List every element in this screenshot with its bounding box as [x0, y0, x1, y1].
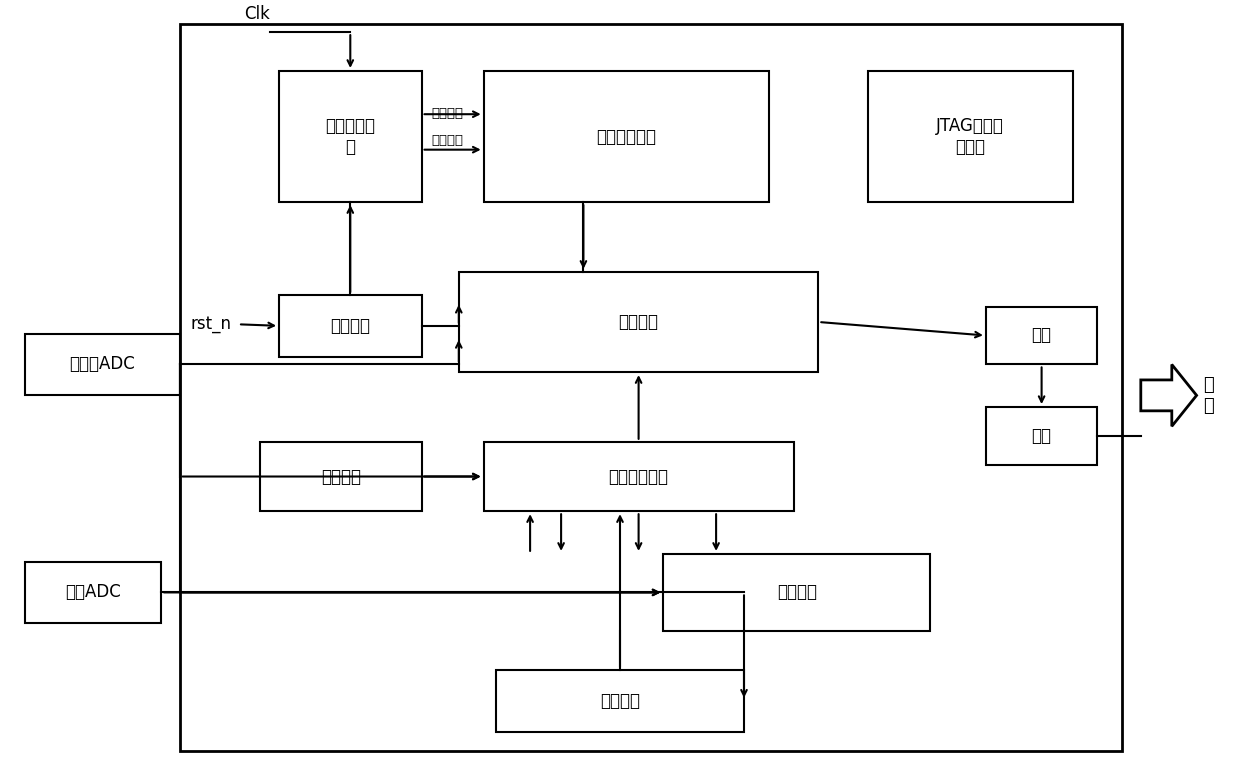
- Text: 系统时钟: 系统时钟: [432, 107, 464, 120]
- Text: 存储: 存储: [1032, 327, 1052, 344]
- Bar: [25, 334, 180, 396]
- Bar: [986, 407, 1097, 465]
- Bar: [459, 272, 818, 372]
- Text: 误差信号: 误差信号: [776, 584, 817, 601]
- Bar: [986, 307, 1097, 365]
- Text: JTAG程序下
载接口: JTAG程序下 载接口: [936, 117, 1004, 156]
- Bar: [663, 553, 930, 631]
- Text: 复位模块: 复位模块: [330, 317, 371, 335]
- Text: 使能信号: 使能信号: [321, 467, 361, 485]
- Bar: [484, 71, 769, 202]
- Bar: [279, 71, 422, 202]
- Text: 滤波模块: 滤波模块: [619, 313, 658, 331]
- Bar: [484, 442, 794, 512]
- Text: rst_n: rst_n: [191, 315, 232, 334]
- Bar: [25, 561, 161, 623]
- Text: 参考ADC: 参考ADC: [66, 584, 120, 601]
- Bar: [868, 71, 1073, 202]
- Text: 电
脑: 电 脑: [1204, 376, 1214, 415]
- Text: 串口: 串口: [1032, 427, 1052, 445]
- Text: 顶层控制电路: 顶层控制电路: [596, 128, 656, 146]
- Polygon shape: [1141, 365, 1197, 426]
- Text: 系统复位: 系统复位: [432, 134, 464, 147]
- Bar: [279, 295, 422, 357]
- Text: 抽头系数更新: 抽头系数更新: [609, 467, 668, 485]
- Bar: [496, 670, 744, 731]
- Text: 待校准ADC: 待校准ADC: [69, 355, 135, 374]
- Text: Clk: Clk: [244, 5, 270, 23]
- Text: 时钟管理单
元: 时钟管理单 元: [325, 117, 376, 156]
- Bar: [260, 442, 422, 512]
- Text: 步长迭代: 步长迭代: [600, 692, 640, 710]
- Bar: [180, 25, 1122, 751]
